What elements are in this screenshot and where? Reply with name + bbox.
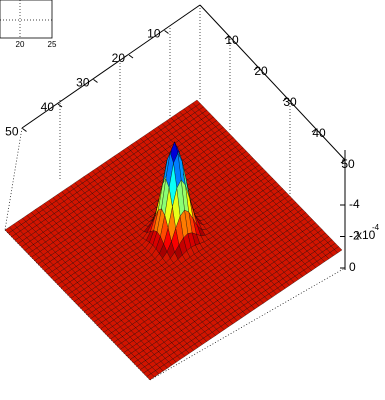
z-multiplier: x10 — [356, 228, 376, 242]
inset-tick-label: 20 — [16, 40, 25, 49]
z-tick-label: 0 — [349, 260, 356, 274]
y-tick — [340, 159, 346, 164]
x-tick-label: 10 — [147, 27, 161, 41]
box-edge — [4, 127, 23, 231]
z-tick-label: -2 — [349, 229, 360, 243]
inset-box — [0, 0, 53, 39]
surface — [4, 99, 343, 381]
x-tick — [164, 30, 169, 34]
z-exponent: -4 — [372, 223, 380, 232]
x-tick — [57, 103, 63, 108]
y-tick-label: 30 — [283, 95, 297, 109]
x-tick-label: 30 — [76, 76, 90, 90]
ticks: 10 20 30 40 50 10 20 30 40 50 -4 -2 0 — [5, 27, 360, 275]
x-tick-label: 50 — [5, 125, 19, 139]
x-tick-label: 20 — [112, 51, 126, 65]
y-tick-label: 50 — [341, 157, 355, 171]
y-tick — [253, 66, 259, 71]
axis-line — [199, 4, 346, 161]
x-tick-label: 40 — [41, 100, 55, 114]
x-tick — [128, 54, 134, 59]
z-tick-label: -4 — [349, 197, 360, 211]
inset-fragment: 20 25 — [0, 0, 57, 49]
x-tick — [93, 79, 98, 83]
y-tick-label: 10 — [225, 33, 239, 47]
y-tick-label: 20 — [254, 64, 268, 78]
inset-tick-label: 25 — [48, 40, 57, 49]
x-tick — [22, 128, 27, 132]
y-tick — [311, 128, 317, 133]
y-tick-label: 40 — [312, 126, 326, 140]
axes-box — [4, 4, 346, 381]
y-tick — [224, 35, 230, 40]
y-tick — [282, 97, 288, 102]
axis-line — [21, 4, 201, 129]
surface-patch — [146, 373, 155, 381]
